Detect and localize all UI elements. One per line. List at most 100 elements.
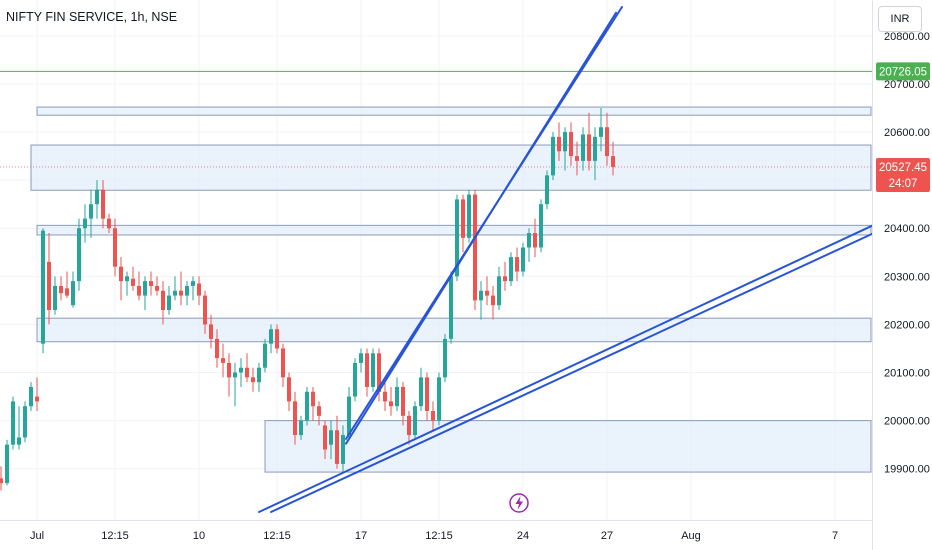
zone-rectangle[interactable] xyxy=(36,317,872,343)
green-price-tag[interactable]: 20726.05 xyxy=(879,66,927,78)
candle[interactable] xyxy=(563,127,567,171)
candle[interactable] xyxy=(305,386,309,426)
candle[interactable] xyxy=(215,329,219,368)
candle[interactable] xyxy=(173,276,177,301)
candle[interactable] xyxy=(245,353,249,383)
candle[interactable] xyxy=(293,391,297,445)
candle[interactable] xyxy=(251,367,255,392)
candle[interactable] xyxy=(155,276,159,296)
candle[interactable] xyxy=(179,271,183,306)
trendline[interactable] xyxy=(258,222,878,513)
candle[interactable] xyxy=(83,204,87,243)
candle[interactable] xyxy=(77,218,81,291)
candle[interactable] xyxy=(599,108,603,152)
candle[interactable] xyxy=(509,252,513,286)
candle[interactable] xyxy=(137,271,141,301)
candle[interactable] xyxy=(473,189,477,310)
candle[interactable] xyxy=(221,343,225,378)
candle[interactable] xyxy=(335,415,339,469)
candle[interactable] xyxy=(503,261,507,291)
candle[interactable] xyxy=(443,334,447,383)
zone-rectangle[interactable] xyxy=(36,106,872,116)
candle[interactable] xyxy=(113,218,117,277)
candle[interactable] xyxy=(587,112,591,171)
trendline[interactable] xyxy=(270,230,878,513)
candle[interactable] xyxy=(419,367,423,411)
candle[interactable] xyxy=(119,257,123,301)
candle[interactable] xyxy=(299,415,303,440)
candle[interactable] xyxy=(521,242,525,277)
candle[interactable] xyxy=(359,348,363,373)
candle[interactable] xyxy=(65,271,69,298)
candle[interactable] xyxy=(5,439,9,486)
candle[interactable] xyxy=(167,285,171,315)
last-price-tag-background[interactable] xyxy=(876,157,930,192)
candle[interactable] xyxy=(239,358,243,387)
candle[interactable] xyxy=(233,362,237,407)
candle[interactable] xyxy=(611,141,615,176)
candle[interactable] xyxy=(383,382,387,411)
candle[interactable] xyxy=(35,377,39,411)
candle[interactable] xyxy=(437,372,441,426)
candle[interactable] xyxy=(47,233,51,325)
candle[interactable] xyxy=(365,348,369,397)
candle[interactable] xyxy=(41,228,45,354)
last-price-tag[interactable]: 20527.45 xyxy=(879,162,927,174)
candle[interactable] xyxy=(23,401,27,443)
candle[interactable] xyxy=(161,281,165,325)
candle[interactable] xyxy=(593,127,597,181)
candle[interactable] xyxy=(125,271,129,296)
candle[interactable] xyxy=(581,127,585,171)
zone-rectangle[interactable] xyxy=(36,224,872,236)
candle[interactable] xyxy=(11,396,15,450)
candle[interactable] xyxy=(575,141,579,176)
candle[interactable] xyxy=(467,189,471,243)
candle[interactable] xyxy=(107,213,111,234)
candle[interactable] xyxy=(317,401,321,426)
candle[interactable] xyxy=(539,199,543,253)
candle[interactable] xyxy=(461,194,465,253)
candle[interactable] xyxy=(281,343,285,387)
candle[interactable] xyxy=(101,180,105,229)
candle[interactable] xyxy=(29,382,33,411)
candle[interactable] xyxy=(485,276,489,306)
candle[interactable] xyxy=(203,290,207,335)
candle[interactable] xyxy=(17,406,21,450)
candle[interactable] xyxy=(185,281,189,306)
candle[interactable] xyxy=(53,276,57,315)
candle[interactable] xyxy=(323,420,327,460)
candle[interactable] xyxy=(227,353,231,397)
zone-rectangle[interactable] xyxy=(30,144,872,191)
currency-button[interactable]: INR xyxy=(878,6,922,32)
candle[interactable] xyxy=(341,425,345,474)
candle[interactable] xyxy=(89,189,93,238)
candle[interactable] xyxy=(149,271,153,296)
zone-rectangle[interactable] xyxy=(264,420,872,473)
candle[interactable] xyxy=(389,386,393,416)
candle[interactable] xyxy=(545,170,549,209)
candle[interactable] xyxy=(257,362,261,392)
candle[interactable] xyxy=(191,276,195,301)
candle[interactable] xyxy=(605,112,609,166)
candle[interactable] xyxy=(407,411,411,445)
candle[interactable] xyxy=(491,285,495,320)
candle[interactable] xyxy=(71,271,75,308)
bar-countdown-label[interactable]: 24:07 xyxy=(889,178,918,190)
candle[interactable] xyxy=(287,372,291,411)
candle[interactable] xyxy=(497,266,501,310)
candle[interactable] xyxy=(329,420,333,460)
candle[interactable] xyxy=(557,122,561,161)
candle[interactable] xyxy=(401,382,405,426)
candle[interactable] xyxy=(275,324,279,354)
trendline[interactable] xyxy=(345,11,617,445)
green-price-tag-background[interactable] xyxy=(876,62,930,81)
candle[interactable] xyxy=(449,271,453,344)
lightning-marker[interactable] xyxy=(509,493,529,513)
candle[interactable] xyxy=(0,466,3,491)
candle[interactable] xyxy=(431,401,435,431)
candle[interactable] xyxy=(263,338,267,373)
candle[interactable] xyxy=(569,122,573,166)
candle[interactable] xyxy=(347,386,351,440)
candle[interactable] xyxy=(197,276,201,306)
